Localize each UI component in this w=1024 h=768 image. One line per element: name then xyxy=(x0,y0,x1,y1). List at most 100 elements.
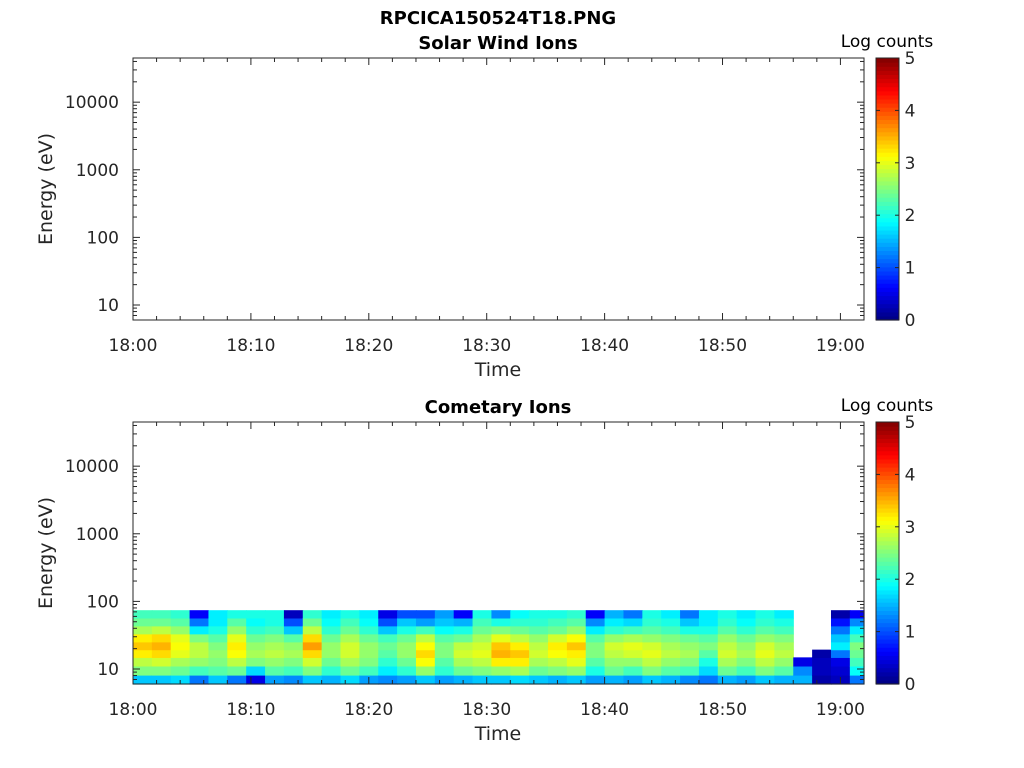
heatmap-cell xyxy=(170,641,191,651)
colorbar-segment xyxy=(876,266,899,272)
heatmap-cell xyxy=(585,610,606,619)
heatmap-cell xyxy=(472,625,493,635)
colorbar-solar-wind: 0 1 2 3 4 5 xyxy=(875,49,915,331)
heatmap-cell xyxy=(585,633,606,643)
colorbar-segment xyxy=(876,193,899,198)
heatmap-cell xyxy=(642,674,662,685)
colorbar-segment xyxy=(876,532,899,538)
colorbar-segment xyxy=(876,565,899,570)
colorbar-segment xyxy=(876,258,899,264)
heatmap-cell xyxy=(321,617,342,627)
heatmap-cell xyxy=(283,641,304,651)
heatmap-cell xyxy=(793,674,813,685)
heatmap-cell xyxy=(246,665,266,676)
colorbar-segment xyxy=(876,491,899,497)
heatmap-cell xyxy=(246,633,266,643)
heatmap-cell xyxy=(133,649,153,658)
colorbar-segment xyxy=(876,467,899,472)
heatmap-cell xyxy=(736,641,757,651)
colorbar-segment xyxy=(876,242,899,247)
colorbar-segment xyxy=(876,655,899,661)
colorbar-segment xyxy=(876,307,899,313)
heatmap-cell xyxy=(283,649,304,658)
heatmap-cell xyxy=(604,665,625,676)
colorbar-segment xyxy=(876,487,899,493)
colorbar-segment xyxy=(876,643,899,648)
y-tick-label: 100 xyxy=(87,592,119,612)
heatmap-cell xyxy=(133,610,153,619)
colorbar-segment xyxy=(876,589,899,595)
heatmap-cell xyxy=(698,617,719,627)
heatmap-cell xyxy=(283,633,304,643)
heatmap-cell xyxy=(340,625,360,635)
heatmap-cell xyxy=(604,617,625,627)
colorbar-segment xyxy=(876,262,899,268)
heatmap-cell xyxy=(472,649,493,658)
heatmap-cell xyxy=(133,641,153,651)
colorbar-segment xyxy=(876,168,899,174)
colorbar-segment xyxy=(876,197,899,202)
y-tick-label: 10000 xyxy=(65,93,119,113)
heatmap-cell xyxy=(698,625,719,635)
heatmap-cell xyxy=(510,649,530,658)
heatmap-cell xyxy=(151,633,172,643)
heatmap-cell xyxy=(227,649,247,658)
colorbar-segment xyxy=(876,495,899,501)
heatmap-cell xyxy=(717,610,738,619)
heatmap-cell xyxy=(227,665,247,676)
colorbar-segment xyxy=(876,483,899,489)
heatmap-cell xyxy=(340,617,360,627)
x-tick-label: 18:10 xyxy=(226,700,275,720)
heatmap-cell xyxy=(359,610,379,619)
y-tick-label: 10 xyxy=(97,660,119,680)
colorbar-segment xyxy=(876,577,899,583)
heatmap-cell xyxy=(736,610,757,619)
heatmap-cell xyxy=(321,665,342,676)
heatmap-cell xyxy=(170,665,191,676)
colorbar-segment xyxy=(876,516,899,521)
heatmap-cell xyxy=(434,657,455,667)
colorbar-segment xyxy=(876,315,899,321)
heatmap-cell xyxy=(208,641,228,651)
heatmap-cell xyxy=(830,617,851,627)
heatmap-cell xyxy=(340,665,360,676)
heatmap-cell xyxy=(623,617,643,627)
colorbar-segment xyxy=(876,172,899,178)
heatmap-cell xyxy=(397,649,417,658)
colorbar-segment xyxy=(876,180,899,186)
heatmap-cell xyxy=(529,674,549,685)
colorbar-segment xyxy=(876,610,899,615)
heatmap-cell xyxy=(736,657,757,667)
heatmap-cell xyxy=(774,641,794,651)
heatmap-cell xyxy=(566,674,587,685)
heatmap-cell xyxy=(604,649,625,658)
heatmap-cell xyxy=(302,657,323,667)
heatmap-cell xyxy=(359,617,379,627)
colorbar-segment xyxy=(876,471,899,476)
colorbar-segment xyxy=(876,679,899,685)
panel-title-solar-wind: Solar Wind Ions xyxy=(418,33,577,54)
heatmap-cell xyxy=(359,665,379,676)
heatmap-cell xyxy=(736,665,757,676)
heatmap-cell xyxy=(415,674,436,685)
heatmap-cell xyxy=(434,649,455,658)
heatmap-cell xyxy=(717,649,738,658)
heatmap-cell xyxy=(397,633,417,643)
colorbar-segment xyxy=(876,148,899,153)
heatmap-cell xyxy=(453,610,474,619)
heatmap-cell xyxy=(378,649,398,658)
heatmap-cell xyxy=(529,665,549,676)
heatmap-cell xyxy=(397,641,417,651)
heatmap-cell xyxy=(302,674,323,685)
heatmap-cell xyxy=(661,665,681,676)
heatmap-cell xyxy=(585,674,606,685)
heatmap-cell xyxy=(359,641,379,651)
heatmap-cell xyxy=(453,641,474,651)
heatmap-cell xyxy=(680,657,700,667)
heatmap-cell xyxy=(189,617,210,627)
heatmap-cell xyxy=(830,633,851,643)
heatmap-cell xyxy=(717,625,738,635)
colorbar-segment xyxy=(876,107,899,112)
heatmap-cell xyxy=(472,674,493,685)
heatmap-cell xyxy=(283,617,304,627)
